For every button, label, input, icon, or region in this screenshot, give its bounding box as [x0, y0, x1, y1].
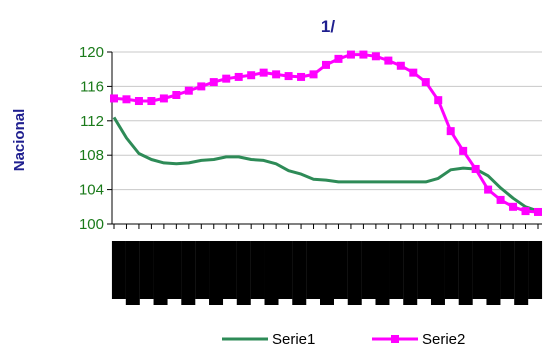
data-point — [484, 185, 493, 194]
data-point — [459, 146, 468, 155]
x-tick-label — [250, 241, 265, 299]
data-point — [421, 78, 430, 87]
y-tick-label: 100 — [79, 216, 104, 233]
x-tick-label — [375, 241, 390, 305]
data-point — [234, 72, 243, 81]
data-point — [384, 56, 393, 65]
data-point — [172, 91, 181, 99]
legend-item-serie1: Serie1 — [222, 331, 315, 348]
data-point — [396, 61, 405, 70]
x-tick-label — [125, 241, 140, 305]
x-tick-label — [139, 241, 154, 299]
data-point — [446, 127, 455, 136]
data-point — [359, 50, 368, 59]
legend-marker — [391, 335, 399, 343]
y-tick-label: 104 — [79, 182, 104, 199]
y-tick-label: 108 — [79, 147, 104, 164]
x-tick-label — [236, 241, 251, 305]
x-tick-label — [264, 241, 279, 305]
series-serie1 — [112, 116, 539, 213]
legend-label: Serie2 — [422, 331, 465, 348]
x-tick-label — [181, 241, 196, 305]
data-point — [409, 68, 418, 77]
data-point — [247, 71, 256, 80]
data-point — [434, 96, 443, 105]
data-point — [534, 207, 542, 216]
x-tick-label — [417, 241, 432, 299]
x-tick-label — [389, 241, 404, 299]
x-tick-label — [195, 241, 210, 299]
data-point — [284, 72, 293, 81]
y-axis-label: Nacional — [11, 109, 28, 172]
series-serie2 — [110, 50, 542, 216]
chart-title: 1/ — [321, 17, 335, 36]
x-tick-label — [333, 241, 348, 299]
data-point — [147, 97, 156, 106]
x-tick-label — [347, 241, 362, 305]
data-point — [346, 50, 355, 59]
series-line-serie2 — [113, 53, 539, 214]
data-point — [471, 164, 480, 173]
x-tick-label — [111, 241, 126, 299]
x-tick-label — [514, 241, 529, 305]
data-point — [184, 86, 193, 95]
data-point — [297, 72, 306, 81]
x-tick-label — [320, 241, 334, 305]
x-tick-labels — [111, 241, 543, 305]
x-tick-label — [209, 241, 224, 305]
x-tick-label — [403, 241, 418, 305]
data-point — [134, 97, 143, 106]
data-point — [259, 68, 268, 77]
data-point — [159, 94, 168, 103]
x-tick-label — [430, 241, 445, 305]
data-point — [322, 60, 330, 69]
x-tick-label — [222, 241, 237, 299]
gridlines — [112, 51, 542, 191]
x-tick-label — [292, 241, 307, 305]
x-tick-label — [278, 241, 293, 299]
y-tick-label: 112 — [80, 113, 104, 130]
y-tick-label: 116 — [80, 78, 104, 95]
data-point — [496, 195, 505, 204]
legend-item-serie2: Serie2 — [372, 331, 465, 348]
data-point — [222, 74, 231, 83]
data-point — [371, 52, 380, 61]
x-axis — [112, 223, 542, 229]
x-tick-label — [458, 241, 473, 305]
x-tick-label — [472, 241, 487, 299]
legend-label: Serie1 — [272, 331, 315, 348]
series-layer — [110, 50, 542, 216]
y-tick-label: 120 — [79, 44, 104, 61]
x-tick-label — [444, 241, 459, 299]
data-point — [197, 82, 206, 91]
x-tick-label — [486, 241, 501, 305]
data-point — [122, 95, 131, 104]
data-point — [110, 94, 118, 103]
x-tick-label — [306, 241, 321, 299]
x-tick-label — [167, 241, 182, 299]
data-point — [309, 70, 318, 79]
series-line-serie1 — [112, 116, 539, 213]
data-point — [209, 78, 218, 87]
x-tick-label — [153, 241, 168, 305]
data-point — [521, 207, 530, 216]
data-point — [272, 70, 281, 79]
legend: Serie1 Serie2 — [222, 331, 465, 348]
x-tick-label — [528, 241, 543, 299]
x-tick-label — [500, 241, 515, 299]
x-tick-label — [361, 241, 376, 299]
data-point — [509, 202, 518, 211]
data-point — [334, 54, 343, 63]
y-axis: 100 104 108 112 116 120 — [79, 44, 113, 233]
